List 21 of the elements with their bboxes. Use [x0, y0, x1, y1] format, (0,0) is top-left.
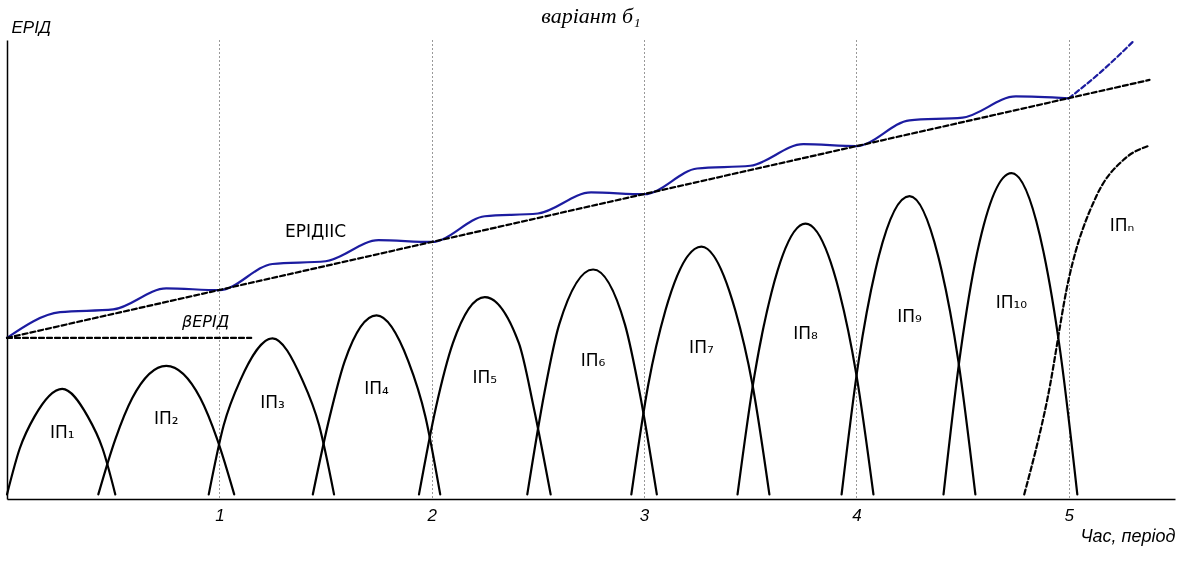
x-axis-title: Час, період: [1080, 525, 1176, 546]
series-label: ІПₙ: [1109, 215, 1135, 236]
series-label: ІП₅: [472, 366, 498, 387]
series-label: ЕРІДІІС: [284, 220, 347, 241]
x-tick-label: 3: [639, 505, 650, 525]
annotation: βЕРІД: [180, 311, 230, 331]
x-tick-label: 4: [852, 505, 862, 525]
series-label: ІП₇: [689, 336, 714, 357]
series-label: ІП₉: [897, 306, 923, 327]
x-tick-label: 5: [1064, 505, 1075, 525]
x-tick-label: 1: [215, 505, 225, 525]
series-label: ІП₃: [260, 391, 285, 412]
series-label: ІП₈: [793, 322, 818, 343]
chart-title: варіант б₁: [541, 3, 641, 28]
x-tick-label: 2: [426, 505, 438, 525]
series-label: ІП₂: [153, 408, 179, 429]
y-axis-title: ЕРІД: [11, 17, 51, 37]
series-label: ІП₆: [580, 350, 606, 371]
series-label: ІП₁₀: [995, 292, 1028, 313]
series-label: ІП₁: [49, 421, 75, 442]
series-label: ІП₄: [364, 377, 389, 398]
